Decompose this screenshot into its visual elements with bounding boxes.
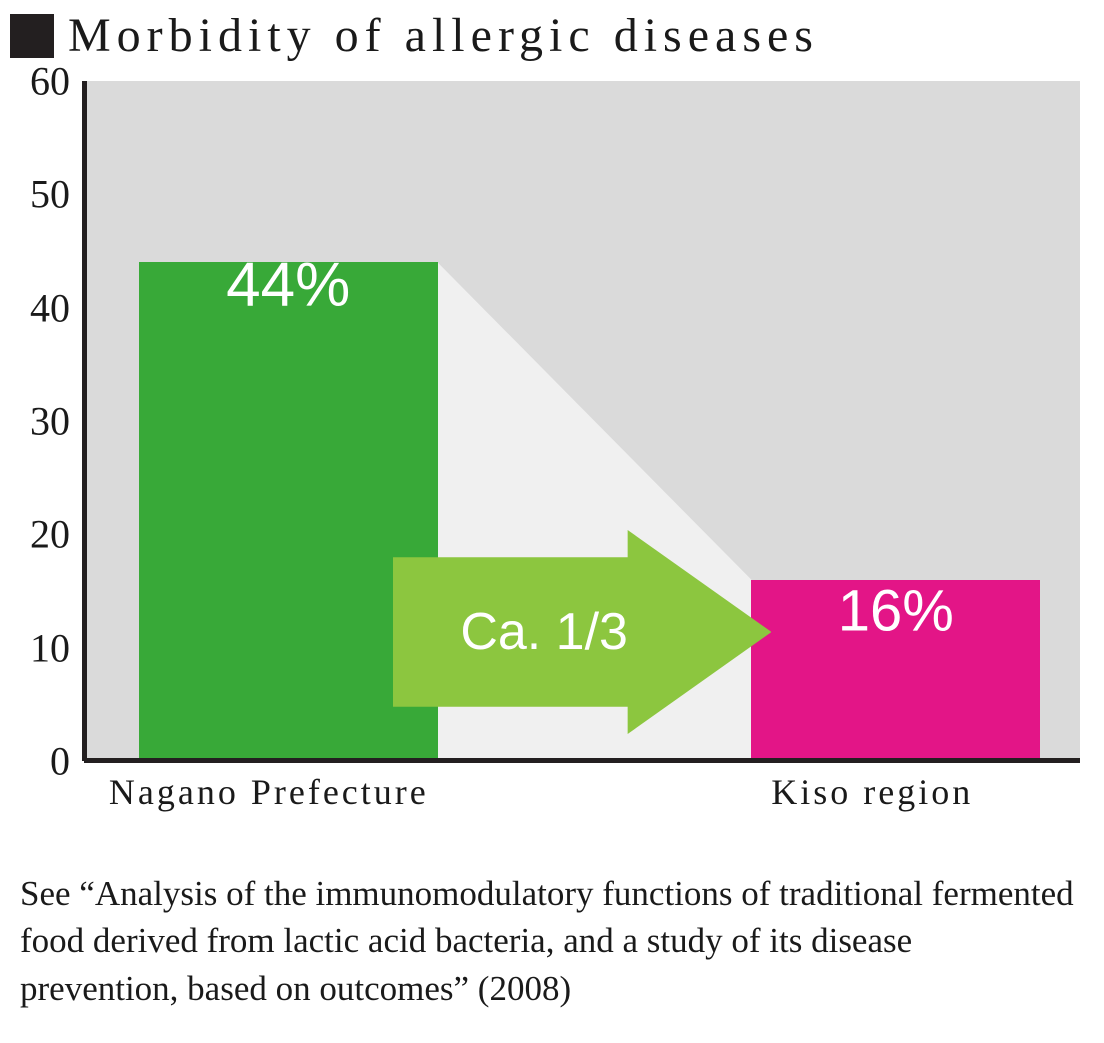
category-label-nagano: Nagano Prefecture	[109, 771, 429, 813]
ytick-label: 0	[14, 738, 84, 785]
ytick-label: 30	[14, 398, 84, 445]
bar-nagano-value: 44%	[226, 250, 350, 321]
category-label-kiso: Kiso region	[771, 771, 973, 813]
bar-kiso-value: 16%	[838, 578, 954, 645]
chart-title: Morbidity of allergic diseases	[68, 8, 819, 63]
title-row: Morbidity of allergic diseases	[0, 0, 1104, 81]
infographic-root: Morbidity of allergic diseases Ca. 1/3	[0, 0, 1104, 1043]
reduction-arrow-label: Ca. 1/3	[460, 602, 628, 662]
title-bullet-square	[10, 14, 54, 58]
ytick-label: 40	[14, 284, 84, 331]
x-axis	[84, 758, 1080, 763]
ytick-label: 60	[14, 58, 84, 105]
source-caption: See “Analysis of the immunomodulatory fu…	[20, 870, 1074, 1012]
plot-area: Ca. 1/3 Nagano Prefecture Kiso region 01…	[84, 81, 1080, 761]
chart-area: Ca. 1/3 Nagano Prefecture Kiso region 01…	[10, 81, 1080, 801]
ytick-label: 20	[14, 511, 84, 558]
ytick-label: 50	[14, 171, 84, 218]
ytick-label: 10	[14, 624, 84, 671]
